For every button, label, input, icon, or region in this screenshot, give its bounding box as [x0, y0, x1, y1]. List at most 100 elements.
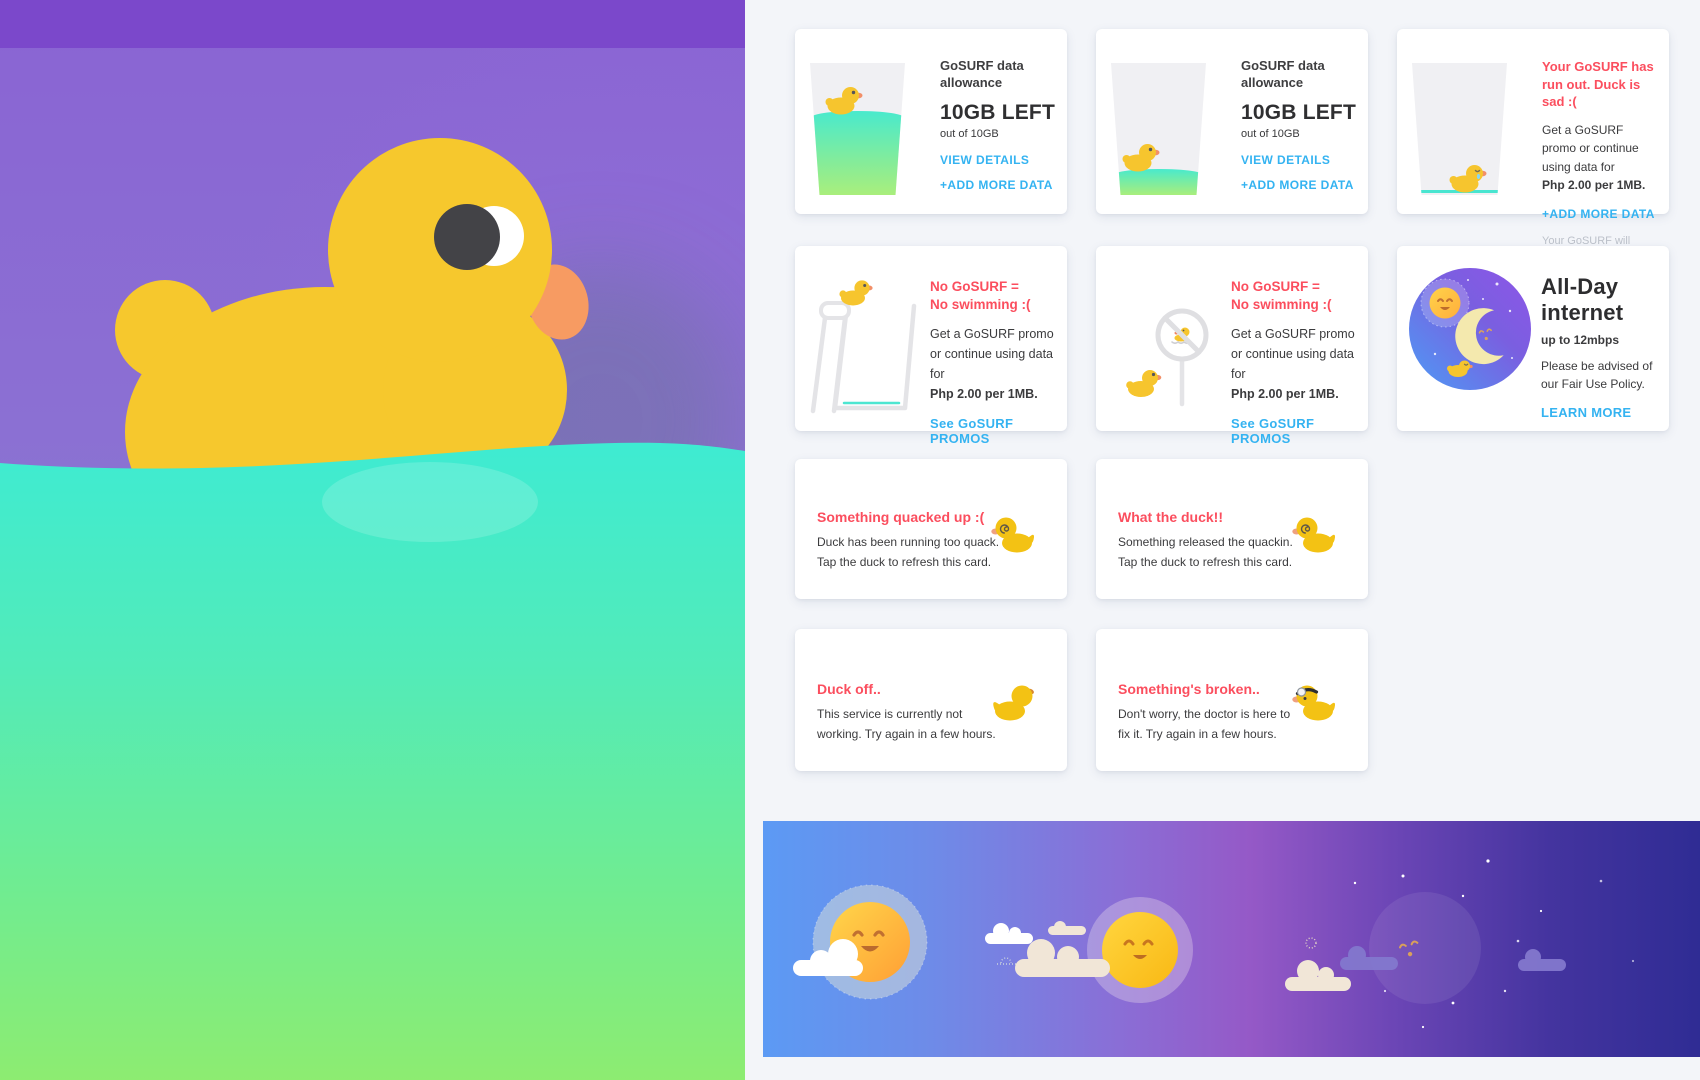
- card-error-quacked-up: Something quacked up :( Duck has been ru…: [795, 459, 1067, 599]
- dizzy-duck-refresh-button[interactable]: [991, 515, 1037, 555]
- card-body: Get a GoSURF promo or continue using dat…: [1542, 121, 1658, 195]
- card-no-gosurf-sign: No GoSURF = No swimming :( Get a GoSURF …: [1096, 246, 1368, 446]
- hero-illustration: [0, 0, 745, 1080]
- mini-duck-icon: [1447, 360, 1473, 377]
- see-promos-link[interactable]: See GoSURF PROMOS: [1231, 415, 1315, 446]
- body-line-1: Don't worry, the doctor is here to: [1118, 707, 1291, 721]
- card-allowance-low: GoSURF data allowance 10GB LEFT out of 1…: [1096, 29, 1368, 214]
- add-more-data-link[interactable]: +ADD MORE DATA: [940, 177, 1053, 192]
- glass-water: [1111, 168, 1206, 195]
- prohibition-slash: [1162, 315, 1202, 355]
- learn-more-link[interactable]: LEARN MORE: [1541, 404, 1632, 420]
- water-glass-empty-illustration: [1412, 63, 1507, 195]
- body-line-1: This service is currently not: [817, 707, 963, 721]
- add-more-data-link[interactable]: +ADD MORE DATA: [1542, 207, 1655, 222]
- dotted-mini-cloud: [997, 957, 1019, 965]
- white-clouds: [793, 923, 1033, 976]
- empty-pool-ladder-illustration: [810, 280, 917, 414]
- card-body: Get a GoSURF promo or continue using dat…: [1231, 324, 1359, 404]
- tear-drop: [1476, 173, 1481, 180]
- card-title: GoSURF data allowance: [1241, 58, 1325, 90]
- card-error-somethings-broken: Something's broken.. Don't worry, the do…: [1096, 629, 1368, 771]
- view-details-link[interactable]: VIEW DETAILS: [1241, 152, 1331, 167]
- hero-top-band: [0, 0, 745, 48]
- error-body: Something released the quackin. Tap the …: [1118, 533, 1293, 573]
- stars: [1353, 859, 1635, 1029]
- see-promos-link[interactable]: See GoSURF PROMOS: [930, 415, 1014, 446]
- body-line-2: Tap the duck to refresh this card.: [1118, 554, 1293, 569]
- card-title: No GoSURF = No swimming :(: [1231, 278, 1359, 314]
- night-clouds: [1340, 946, 1566, 971]
- card-body: Get a GoSURF promo or continue using dat…: [930, 324, 1058, 404]
- add-more-data-link[interactable]: +ADD MORE DATA: [1241, 177, 1354, 192]
- day-night-circle-illustration: [1409, 268, 1531, 390]
- water-glass-full-illustration: [810, 63, 905, 195]
- data-amount: 10GB LEFT: [940, 100, 1055, 124]
- water-glass-low-illustration: [1111, 63, 1206, 195]
- body-line-1: Something released the quackin.: [1118, 535, 1293, 549]
- moon-icon: [1455, 308, 1504, 365]
- error-body: This service is currently not working. T…: [817, 705, 996, 745]
- price-text: Php 2.00 per 1MB.: [930, 386, 1038, 401]
- error-body: Don't worry, the doctor is here to fix i…: [1118, 705, 1290, 745]
- body-text: Get a GoSURF promo or continue using dat…: [1231, 326, 1355, 381]
- sun-sunny-icon: [812, 884, 928, 1000]
- turned-away-duck-icon: [993, 685, 1034, 721]
- price-text: Php 2.00 per 1MB.: [1231, 386, 1339, 401]
- speed-label: up to 12mbps: [1541, 332, 1620, 347]
- card-data-ran-out: Your GoSURF has run out. Duck is sad :( …: [1397, 29, 1669, 264]
- sun-cloudy-icon: [1087, 897, 1193, 1003]
- no-swimming-sign-illustration: [1126, 308, 1209, 407]
- card-title: Your GoSURF has run out. Duck is sad :(: [1542, 59, 1654, 110]
- title-line-1: No GoSURF =: [1231, 279, 1320, 294]
- error-title: Duck off..: [817, 681, 881, 697]
- widget-showcase-panel: GoSURF data allowance 10GB LEFT out of 1…: [745, 0, 1700, 1080]
- doctor-duck-icon: [1292, 685, 1336, 721]
- card-title: GoSURF data allowance: [940, 58, 1024, 90]
- glass-water: [810, 110, 905, 195]
- moon-night-icon: [1369, 892, 1481, 1004]
- spiral-eye: [999, 524, 1010, 534]
- card-error-what-the-duck: What the duck!! Something released the q…: [1096, 459, 1368, 599]
- body-line-2: fix it. Try again in a few hours.: [1118, 726, 1277, 741]
- error-title: What the duck!!: [1118, 509, 1223, 525]
- sad-duck-icon: [1449, 165, 1487, 193]
- card-all-day-internet: All-Day internet up to 12mbps Please be …: [1397, 246, 1669, 431]
- body-line-1: Duck has been running too quack.: [817, 535, 1000, 549]
- stars: [1433, 279, 1513, 359]
- data-subtitle: out of 10GB: [1241, 127, 1300, 140]
- card-title: All-Day internet: [1541, 274, 1624, 325]
- body-text: Get a GoSURF promo or continue using dat…: [930, 326, 1054, 381]
- spiral-eye: [1300, 524, 1311, 534]
- doctor-mirror: [1296, 687, 1307, 697]
- fair-use-note: Please be advised of our Fair Use Policy…: [1541, 358, 1653, 391]
- duck-looking-up-icon: [1126, 370, 1162, 397]
- cream-clouds: [1015, 921, 1351, 991]
- card-error-duck-off: Duck off.. This service is currently not…: [795, 629, 1067, 771]
- floating-duck-icon: [825, 87, 863, 115]
- data-amount: 10GB LEFT: [1241, 100, 1356, 124]
- title-line-2: No swimming :(: [930, 296, 1031, 312]
- duck-on-ladder-icon: [839, 280, 873, 306]
- error-title: Something's broken..: [1118, 681, 1260, 697]
- floating-duck-icon: [1122, 144, 1160, 172]
- body-text: Get a GoSURF promo or continue using dat…: [1542, 122, 1639, 174]
- data-subtitle: out of 10GB: [940, 127, 999, 140]
- body-line-2: working. Try again in a few hours.: [817, 726, 996, 741]
- sun-icon: [1420, 278, 1470, 328]
- duck-eye: [434, 204, 500, 270]
- card-allowance-full: GoSURF data allowance 10GB LEFT out of 1…: [795, 29, 1067, 214]
- title-line-1: No GoSURF =: [930, 279, 1019, 294]
- error-body: Duck has been running too quack. Tap the…: [817, 533, 999, 573]
- title-line-2: No swimming :(: [1231, 296, 1332, 312]
- card-title: No GoSURF = No swimming :(: [930, 278, 1058, 314]
- error-title: Something quacked up :(: [817, 509, 985, 525]
- weather-banner-art: [793, 859, 1635, 1029]
- weather-banner: [763, 821, 1700, 1057]
- duck-reflection: [322, 462, 538, 542]
- dizzy-duck-refresh-button[interactable]: [1292, 515, 1338, 555]
- view-details-link[interactable]: VIEW DETAILS: [940, 152, 1030, 167]
- card-no-gosurf-ladder: No GoSURF = No swimming :( Get a GoSURF …: [795, 246, 1067, 446]
- body-line-2: Tap the duck to refresh this card.: [817, 554, 992, 569]
- price-text: Php 2.00 per 1MB.: [1542, 178, 1646, 193]
